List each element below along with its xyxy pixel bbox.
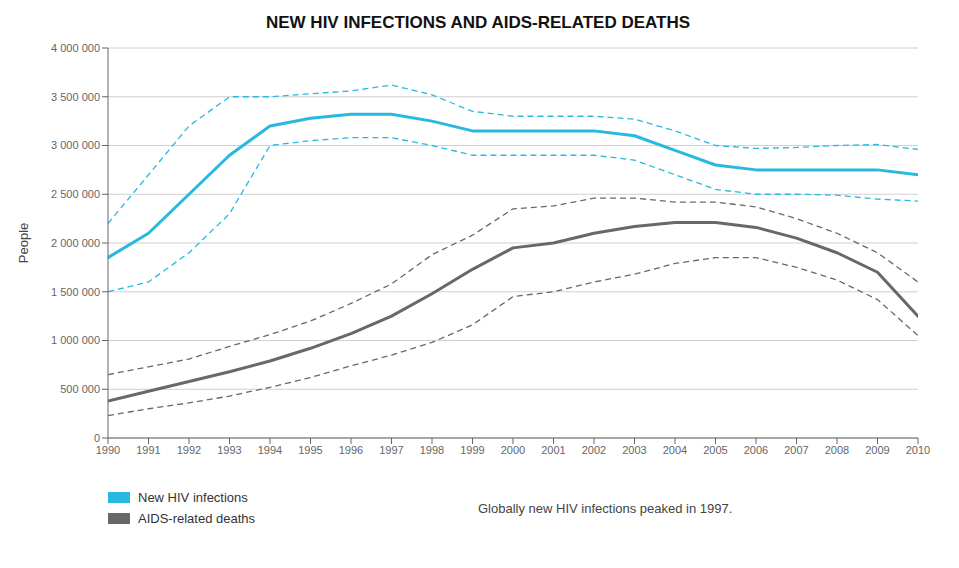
svg-text:500 000: 500 000 — [60, 383, 100, 395]
svg-text:1994: 1994 — [258, 444, 282, 456]
svg-text:3 000 000: 3 000 000 — [51, 139, 100, 151]
svg-text:1 000 000: 1 000 000 — [51, 334, 100, 346]
svg-text:1 500 000: 1 500 000 — [51, 286, 100, 298]
svg-text:2001: 2001 — [541, 444, 565, 456]
svg-text:4 000 000: 4 000 000 — [51, 42, 100, 54]
html-text:Globally new HIV infections pe: Globally new HIV infections peaked in 19… — [478, 500, 733, 516]
svg-text:1995: 1995 — [298, 444, 322, 456]
svg-text:2010: 2010 — [906, 444, 930, 456]
svg-text:1998: 1998 — [420, 444, 444, 456]
svg-text:2 000 000: 2 000 000 — [51, 237, 100, 249]
svg-text:2007: 2007 — [784, 444, 808, 456]
svg-text:1992: 1992 — [177, 444, 201, 456]
svg-text:1997: 1997 — [379, 444, 403, 456]
svg-text:3 500 000: 3 500 000 — [51, 91, 100, 103]
svg-text:2000: 2000 — [501, 444, 525, 456]
svg-text:1996: 1996 — [339, 444, 363, 456]
svg-text:2002: 2002 — [582, 444, 606, 456]
svg-text:2003: 2003 — [622, 444, 646, 456]
svg-text:2009: 2009 — [865, 444, 889, 456]
svg-text:2004: 2004 — [663, 444, 687, 456]
svg-text:2006: 2006 — [744, 444, 768, 456]
html-text:AIDS-related deaths: AIDS-related deaths — [138, 511, 256, 526]
svg-text:0: 0 — [94, 432, 100, 444]
svg-text:1993: 1993 — [217, 444, 241, 456]
svg-text:1999: 1999 — [460, 444, 484, 456]
svg-text:1991: 1991 — [136, 444, 160, 456]
svg-text:2008: 2008 — [825, 444, 849, 456]
svg-text:2 500 000: 2 500 000 — [51, 188, 100, 200]
svg-text:1990: 1990 — [96, 444, 120, 456]
svg-text:2005: 2005 — [703, 444, 727, 456]
html-text:New HIV infections: New HIV infections — [138, 490, 248, 505]
svg-text:People: People — [16, 223, 31, 263]
html-text:NEW HIV INFECTIONS AND AIDS-RE: NEW HIV INFECTIONS AND AIDS-RELATED DEAT… — [266, 13, 690, 32]
